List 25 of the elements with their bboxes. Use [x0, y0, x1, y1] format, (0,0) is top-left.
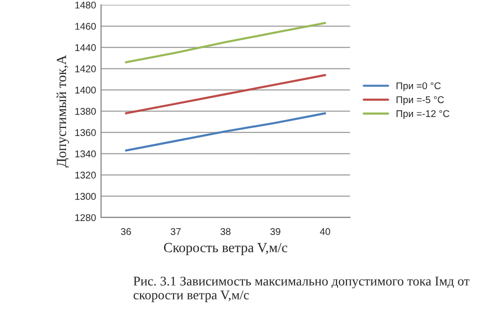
y-tick-label: 1440: [75, 44, 96, 52]
y-tick-label: 1460: [75, 22, 96, 30]
y-tick-label: 1420: [75, 65, 96, 72]
y-tick-label: 1380: [75, 108, 96, 115]
y-tick-label: 1480: [75, 2, 96, 9]
legend-label: При =-5 °С: [396, 96, 444, 106]
y-tick-label: 1360: [75, 129, 96, 136]
line-series: [124, 74, 326, 114]
x-tick-label: 36: [120, 228, 131, 236]
line-series: [124, 112, 326, 152]
text: Рис. 3.1 Зависимость максимально допустимого тока Iмд от скорости ветра V,м/с: [133, 276, 470, 302]
legend-label: При =0 °С: [396, 82, 441, 92]
x-tick-label: 39: [270, 228, 280, 236]
legend-label: При =-12 °С: [396, 110, 450, 120]
x-tick-label: 40: [320, 228, 330, 236]
y-tick-label: 1320: [75, 172, 96, 179]
line-series: [124, 22, 326, 64]
y-tick-label: 1340: [75, 150, 96, 158]
y-tick-label: 1300: [75, 192, 96, 200]
x-tick-label: 37: [170, 228, 181, 236]
y-tick-label: 1400: [75, 86, 96, 94]
y-tick-label: 1280: [75, 214, 96, 222]
x-tick-label: 38: [220, 228, 231, 236]
y-axis-title: Допустимый ток,А: [56, 55, 70, 168]
x-axis-title: Скорость ветра V,м/с: [164, 242, 288, 256]
